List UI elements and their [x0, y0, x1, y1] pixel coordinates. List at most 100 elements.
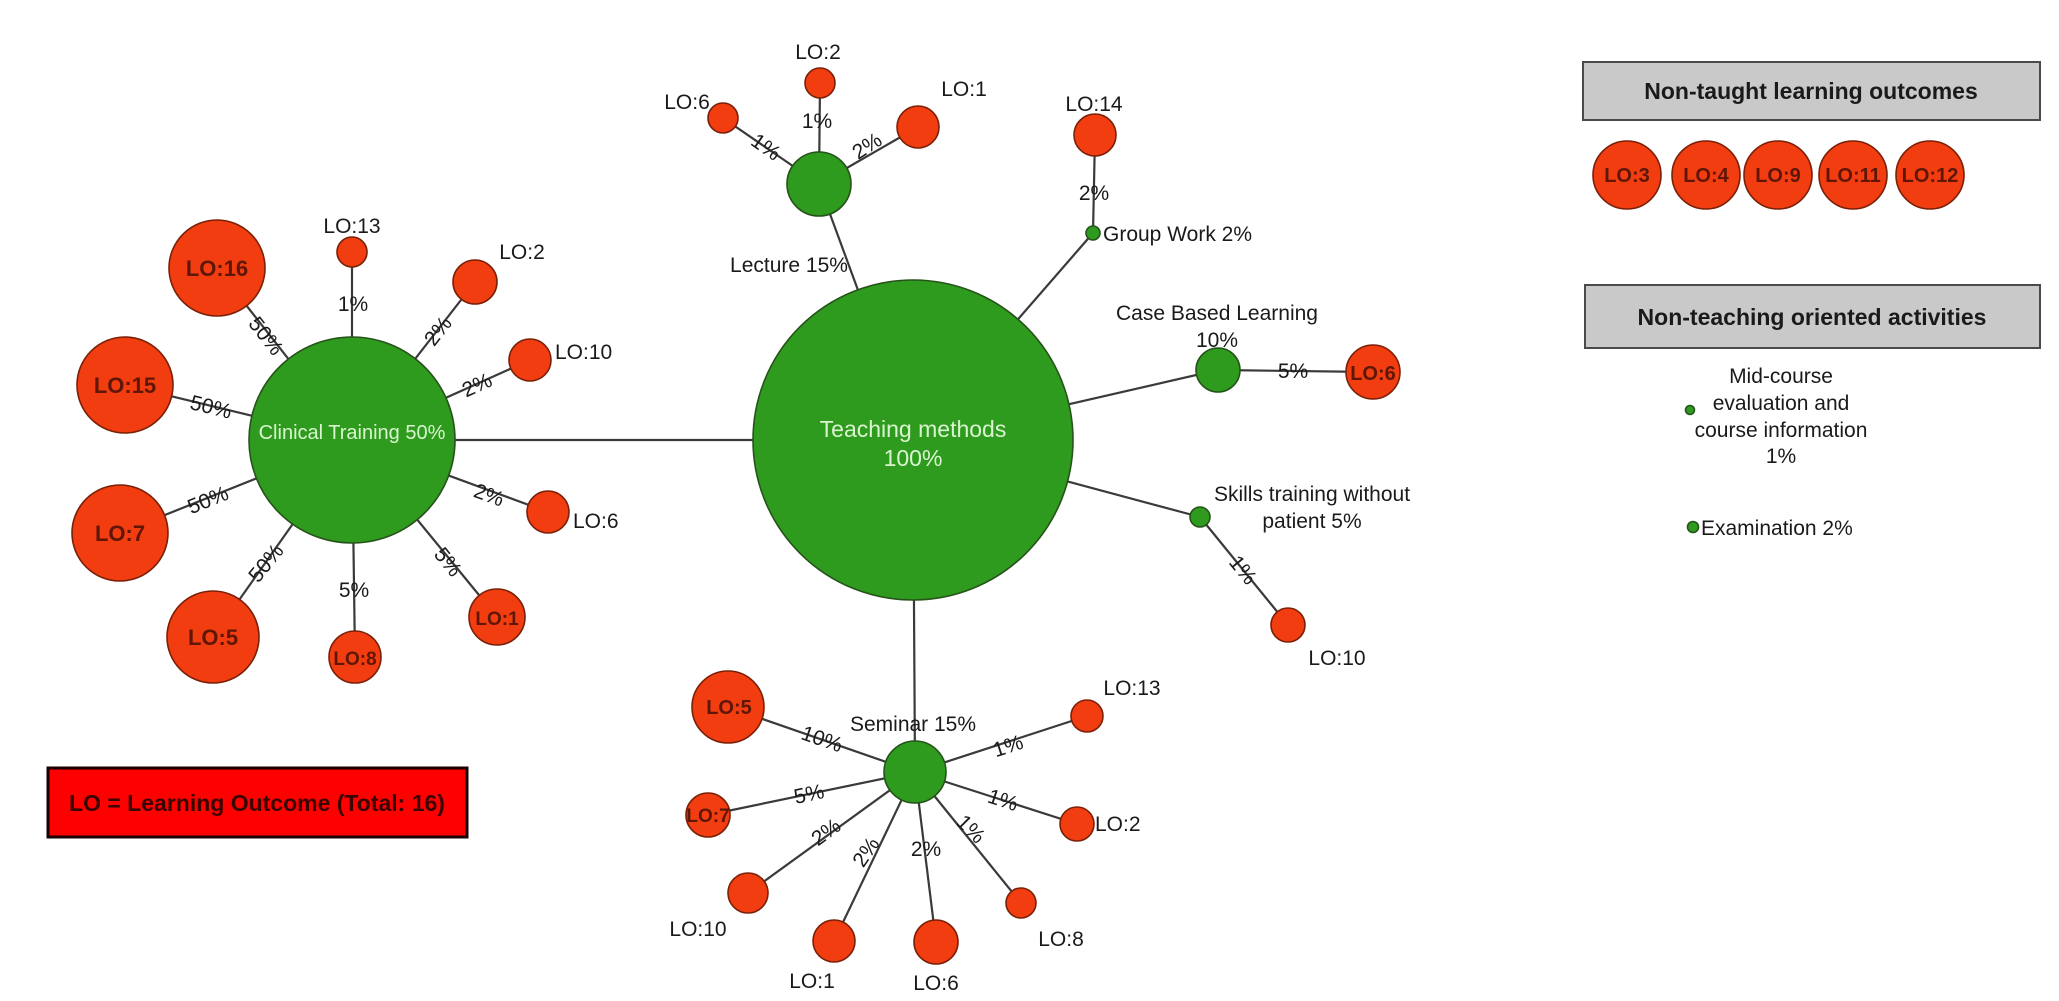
clinical-lo15-label: LO:15 [94, 373, 156, 398]
clinical-training-label: Clinical Training 50% [259, 422, 446, 444]
node-seminar[interactable] [883, 740, 947, 804]
lecture-label: Lecture 15% [730, 254, 848, 277]
node-clinical-lo10[interactable] [508, 338, 552, 382]
legend-lo4-label: LO:4 [1683, 165, 1729, 187]
node-legend-lo11[interactable] [1818, 140, 1888, 210]
node-legend-lo3[interactable] [1592, 140, 1662, 210]
node-seminar-lo10[interactable] [727, 872, 769, 914]
skills-edges [1199, 516, 1289, 626]
edge-percent-label: 1% [990, 731, 1026, 762]
node-lecture-lo2[interactable] [804, 67, 836, 99]
node-clinical-lo15[interactable] [76, 336, 174, 434]
legend-non-taught-title: Non-taught learning outcomes [1644, 78, 1978, 104]
edge-percent-label: 2% [848, 833, 884, 871]
node-clinical-lo16[interactable] [168, 219, 266, 317]
mid-course-label-line3: course information [1695, 419, 1868, 442]
node-legend-lo4[interactable] [1671, 140, 1741, 210]
node-mid-course-evaluation[interactable] [1684, 404, 1696, 416]
casebased-lo6-label: LO:6 [1350, 363, 1396, 385]
node-seminar-lo1[interactable] [812, 919, 856, 963]
clinical-lo16-label: LO:16 [186, 256, 248, 281]
node-teaching-methods[interactable] [752, 279, 1074, 601]
skills-label-line2: patient 5% [1262, 510, 1361, 533]
node-clinical-training[interactable] [248, 336, 456, 544]
legend-non-teaching: Non-teaching oriented activities Mid-cou… [1584, 284, 2041, 540]
seminar-lo6-label: LO:6 [913, 972, 959, 995]
node-groupwork-lo14[interactable] [1073, 113, 1117, 157]
note: LO = Learning Outcome (Total: 16) [46, 766, 469, 839]
clinical-lo1-label: LO:1 [475, 609, 519, 630]
node-legend-lo9[interactable] [1743, 140, 1813, 210]
node-clinical-lo13[interactable] [336, 236, 368, 268]
edge-percent-label: 50% [244, 540, 288, 587]
edge-percent-label: 2% [1079, 182, 1109, 205]
seminar-lo5-label: LO:5 [706, 697, 752, 719]
node-clinical-lo1[interactable] [468, 588, 526, 646]
node-clinical-lo2[interactable] [452, 259, 498, 305]
edge-percent-label: 5% [1278, 360, 1308, 383]
edge-percent-label: 1% [802, 110, 832, 133]
node-lecture-lo1[interactable] [896, 105, 940, 149]
node-clinical-lo6[interactable] [526, 490, 570, 534]
legend-lo11-label: LO:11 [1825, 165, 1881, 187]
node-case-based-learning[interactable] [1195, 347, 1241, 393]
node-examination[interactable] [1686, 520, 1700, 534]
node-lecture[interactable] [786, 151, 852, 217]
clinical-lo8-label: LO:8 [333, 649, 376, 670]
skills-lo10-label: LO:10 [1308, 647, 1365, 670]
node-clinical-lo5[interactable] [166, 590, 260, 684]
seminar-lo7-label: LO:7 [686, 806, 729, 827]
mid-course-label-line1: Mid-course [1729, 365, 1833, 388]
case-based-label-line1: Case Based Learning [1116, 302, 1318, 325]
node-seminar-lo2[interactable] [1059, 806, 1095, 842]
node-clinical-lo7[interactable] [71, 484, 169, 582]
note-box [46, 766, 469, 839]
node-legend-lo12[interactable] [1895, 140, 1965, 210]
edge-percent-label: 5% [339, 579, 369, 602]
edge-percent-label: 1% [338, 293, 368, 316]
lecture-lo2-label: LO:2 [795, 41, 841, 64]
edge-percent-label: 2% [459, 369, 496, 402]
edge-percent-label: 10% [798, 722, 845, 757]
seminar-label: Seminar 15% [850, 713, 976, 736]
node-skills-training[interactable] [1189, 506, 1211, 528]
teaching-methods-label-line2: 100% [884, 445, 943, 471]
edge-percent-label: 1% [985, 785, 1021, 816]
seminar-lo10-label: LO:10 [669, 918, 726, 941]
seminar-lo2-label: LO:2 [1095, 813, 1141, 836]
clinical-lo5-label: LO:5 [188, 625, 238, 650]
node-seminar-lo13[interactable] [1070, 699, 1104, 733]
edge-percent-label: 50% [188, 391, 234, 423]
node-seminar-lo5[interactable] [691, 670, 765, 744]
node-skills-lo10[interactable] [1270, 607, 1306, 643]
group-work-label: Group Work 2% [1103, 223, 1252, 246]
node-clinical-lo8[interactable] [328, 630, 382, 684]
node-seminar-lo6[interactable] [913, 919, 959, 965]
node-casebased-lo6[interactable] [1345, 344, 1401, 400]
edge-skills-lo10 [1199, 516, 1289, 626]
lecture-lo6-label: LO:6 [664, 91, 710, 114]
edge-percent-label: 2% [471, 479, 507, 511]
edge-percent-label: 1% [952, 810, 990, 848]
teaching-methods-label-line1: Teaching methods [820, 416, 1007, 442]
edge-percent-label: 1% [747, 129, 785, 165]
seminar-lo13-label: LO:13 [1103, 677, 1160, 700]
node-group-work[interactable] [1085, 225, 1101, 241]
node-lecture-lo6[interactable] [707, 102, 739, 134]
node-seminar-lo7[interactable] [685, 792, 731, 838]
lecture-lo1-label: LO:1 [941, 78, 987, 101]
examination-label: Examination 2% [1701, 517, 1853, 540]
clinical-lo13-label: LO:13 [323, 215, 380, 238]
seminar-lo1-label: LO:1 [789, 970, 835, 993]
legend-lo9-label: LO:9 [1755, 165, 1801, 187]
legend-lo12-label: LO:12 [1902, 165, 1959, 187]
edge-percent-label: 50% [244, 313, 288, 360]
edge-percent-label: 5% [792, 780, 826, 809]
clinical-lo2-label: LO:2 [499, 241, 545, 264]
node-seminar-lo8[interactable] [1005, 887, 1037, 919]
legend-non-taught: Non-taught learning outcomes LO:3 LO:4 L… [1582, 61, 2041, 210]
mid-course-label-line2: evaluation and [1713, 392, 1850, 415]
clinical-lo6-label: LO:6 [573, 510, 619, 533]
edge-percent-label: 50% [184, 482, 232, 519]
